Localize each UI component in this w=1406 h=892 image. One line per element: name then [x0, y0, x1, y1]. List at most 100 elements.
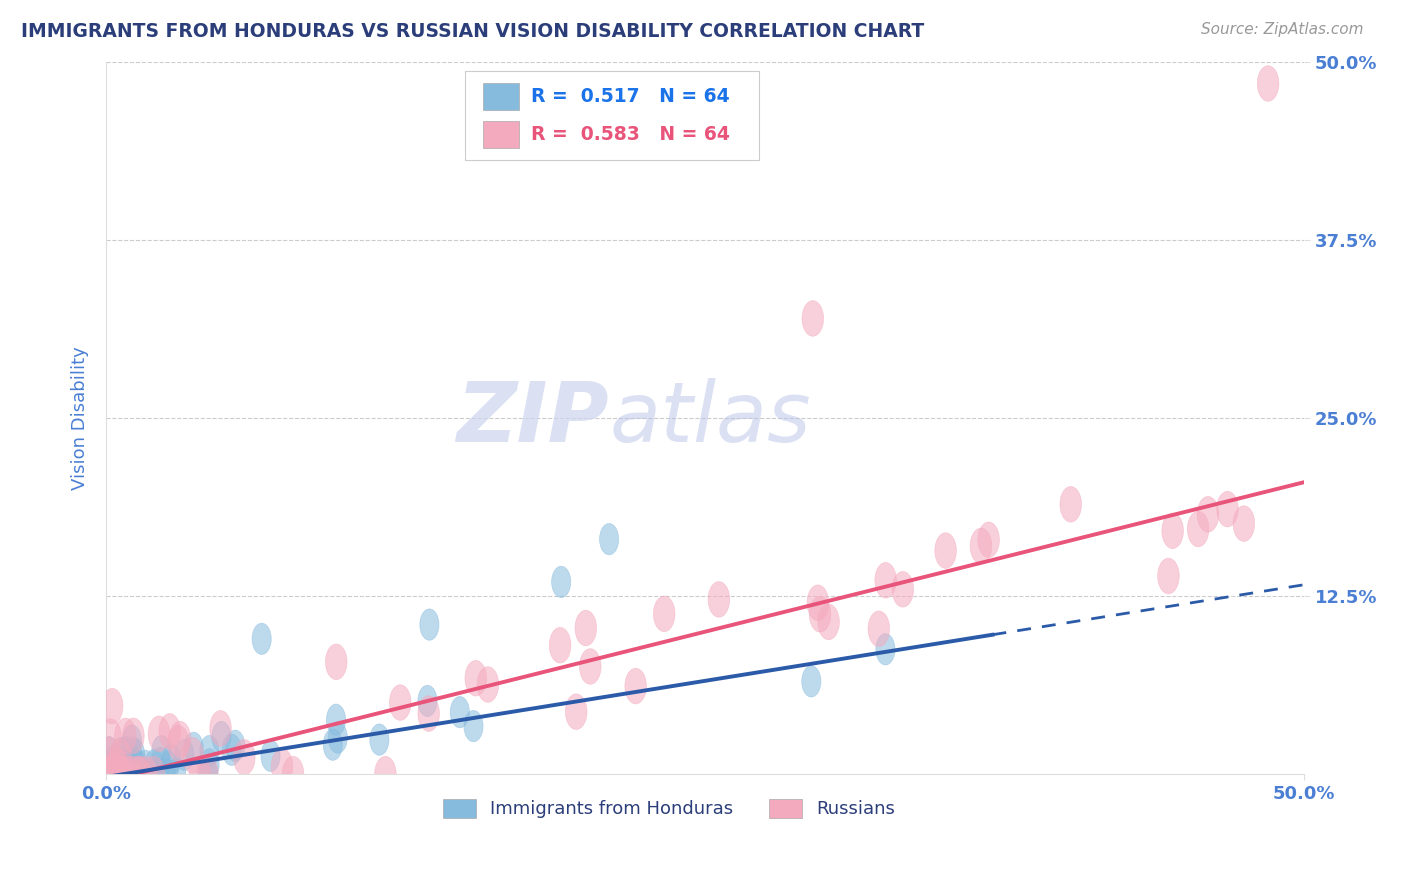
Ellipse shape: [114, 718, 136, 754]
Ellipse shape: [101, 689, 122, 724]
Ellipse shape: [935, 533, 956, 568]
Ellipse shape: [323, 729, 343, 760]
Ellipse shape: [143, 756, 165, 792]
Ellipse shape: [107, 758, 125, 789]
Ellipse shape: [875, 563, 897, 598]
Ellipse shape: [117, 736, 135, 768]
Text: R =  0.583   N = 64: R = 0.583 N = 64: [531, 125, 730, 144]
Ellipse shape: [120, 752, 138, 783]
Ellipse shape: [148, 716, 170, 752]
Ellipse shape: [100, 719, 121, 755]
Ellipse shape: [96, 756, 118, 792]
Ellipse shape: [159, 751, 179, 782]
Ellipse shape: [200, 735, 219, 767]
Ellipse shape: [1216, 491, 1239, 527]
Ellipse shape: [100, 758, 120, 789]
Ellipse shape: [98, 737, 120, 772]
Ellipse shape: [807, 585, 828, 621]
Ellipse shape: [124, 747, 143, 779]
FancyBboxPatch shape: [465, 70, 759, 160]
Ellipse shape: [156, 758, 176, 789]
Ellipse shape: [124, 758, 142, 789]
Ellipse shape: [134, 758, 152, 789]
Ellipse shape: [565, 694, 586, 730]
Ellipse shape: [121, 758, 141, 789]
Ellipse shape: [654, 596, 675, 632]
Ellipse shape: [389, 685, 411, 721]
Ellipse shape: [801, 665, 821, 697]
Ellipse shape: [122, 718, 145, 754]
Bar: [484, 83, 519, 110]
Ellipse shape: [103, 752, 124, 788]
Ellipse shape: [112, 758, 132, 789]
Ellipse shape: [117, 758, 135, 789]
Ellipse shape: [145, 749, 165, 780]
Ellipse shape: [129, 758, 149, 789]
Text: IMMIGRANTS FROM HONDURAS VS RUSSIAN VISION DISABILITY CORRELATION CHART: IMMIGRANTS FROM HONDURAS VS RUSSIAN VISI…: [21, 22, 924, 41]
Ellipse shape: [262, 740, 280, 772]
Ellipse shape: [188, 756, 211, 792]
Ellipse shape: [550, 627, 571, 663]
Ellipse shape: [108, 758, 127, 789]
Bar: [484, 120, 519, 147]
Ellipse shape: [107, 758, 127, 789]
Ellipse shape: [1161, 513, 1184, 549]
Ellipse shape: [624, 668, 647, 704]
Ellipse shape: [579, 648, 600, 684]
Ellipse shape: [328, 722, 347, 753]
Ellipse shape: [977, 522, 1000, 558]
Ellipse shape: [122, 737, 142, 768]
Ellipse shape: [801, 301, 824, 336]
Ellipse shape: [1197, 497, 1219, 532]
Ellipse shape: [709, 582, 730, 617]
Ellipse shape: [115, 750, 135, 781]
Ellipse shape: [198, 758, 218, 789]
Text: ZIP: ZIP: [457, 377, 609, 458]
Ellipse shape: [418, 696, 440, 731]
Ellipse shape: [575, 610, 596, 646]
Ellipse shape: [868, 611, 890, 647]
Ellipse shape: [136, 750, 155, 781]
Ellipse shape: [1157, 558, 1180, 594]
Ellipse shape: [200, 748, 219, 780]
Ellipse shape: [150, 747, 170, 779]
Text: Source: ZipAtlas.com: Source: ZipAtlas.com: [1201, 22, 1364, 37]
Ellipse shape: [103, 747, 122, 779]
Ellipse shape: [107, 747, 128, 782]
Ellipse shape: [143, 756, 163, 788]
Ellipse shape: [111, 756, 132, 792]
Ellipse shape: [970, 528, 991, 564]
Ellipse shape: [1233, 506, 1254, 541]
Ellipse shape: [222, 734, 242, 765]
Ellipse shape: [166, 758, 186, 789]
Ellipse shape: [111, 738, 131, 769]
Ellipse shape: [128, 750, 148, 781]
Ellipse shape: [110, 758, 129, 789]
Ellipse shape: [142, 758, 162, 789]
Ellipse shape: [96, 756, 118, 792]
Ellipse shape: [197, 756, 218, 792]
Ellipse shape: [127, 758, 145, 789]
Ellipse shape: [184, 732, 204, 764]
Ellipse shape: [108, 756, 131, 792]
Ellipse shape: [110, 758, 129, 789]
Legend: Immigrants from Honduras, Russians: Immigrants from Honduras, Russians: [436, 792, 903, 826]
Ellipse shape: [125, 739, 145, 770]
Ellipse shape: [127, 756, 149, 792]
Ellipse shape: [325, 644, 347, 680]
Ellipse shape: [174, 739, 194, 771]
Ellipse shape: [225, 730, 245, 762]
Ellipse shape: [418, 685, 437, 716]
Ellipse shape: [271, 748, 292, 784]
Ellipse shape: [1188, 511, 1209, 547]
Ellipse shape: [450, 697, 470, 728]
Ellipse shape: [121, 756, 143, 792]
Ellipse shape: [212, 722, 231, 753]
Ellipse shape: [252, 624, 271, 655]
Ellipse shape: [891, 572, 914, 607]
Ellipse shape: [122, 725, 142, 756]
Ellipse shape: [169, 722, 191, 757]
Ellipse shape: [551, 566, 571, 598]
Ellipse shape: [162, 744, 181, 775]
Ellipse shape: [167, 725, 188, 761]
